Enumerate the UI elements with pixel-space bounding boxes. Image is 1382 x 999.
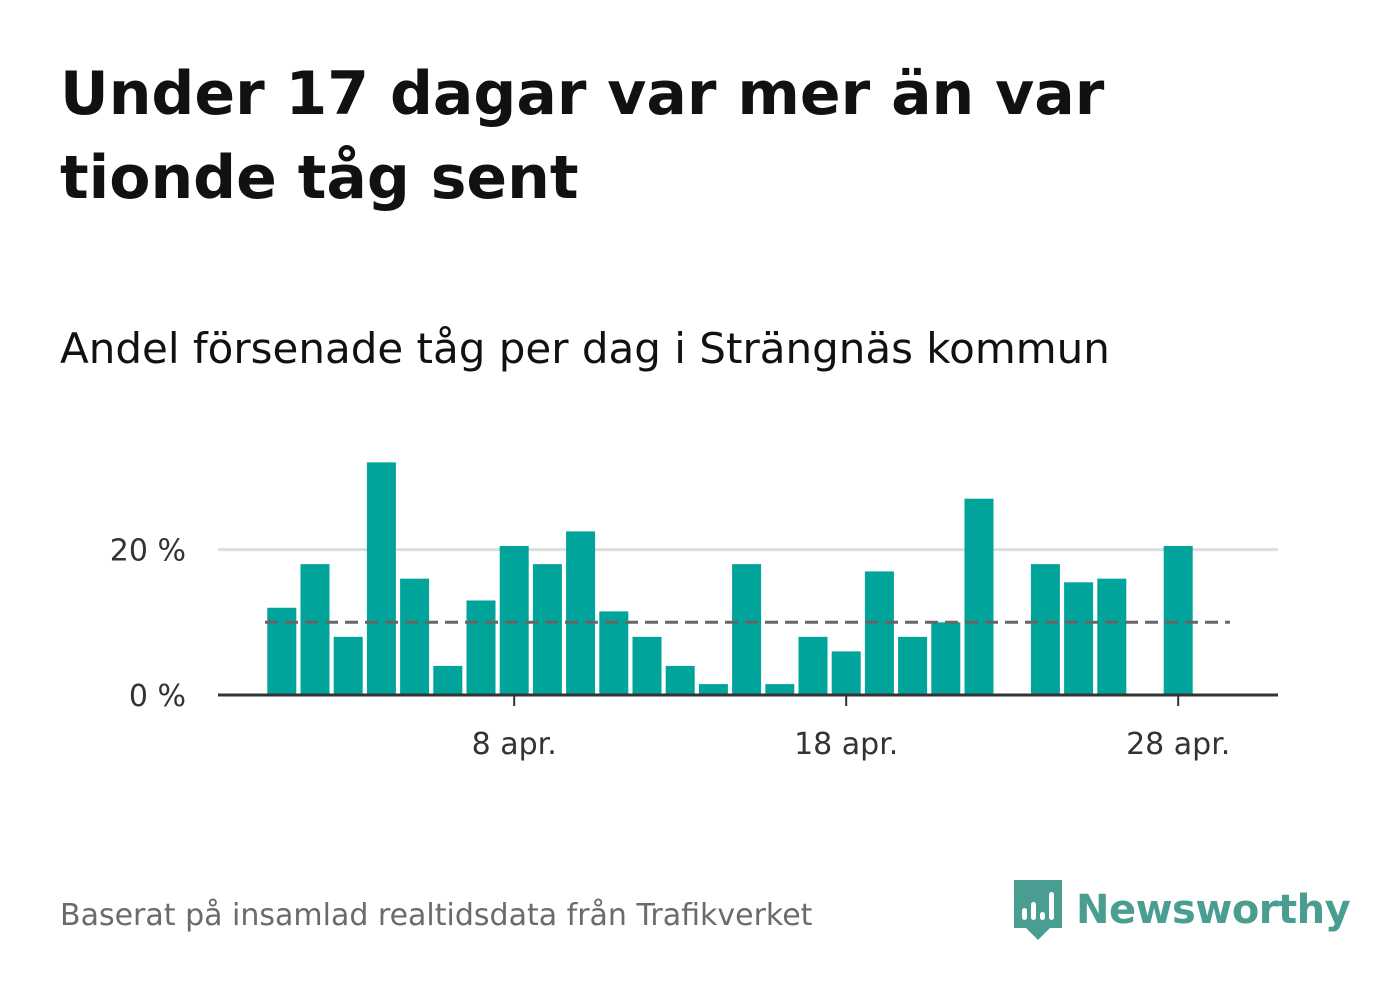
bar-day-11 xyxy=(599,611,629,695)
x-tick-label: 8 apr. xyxy=(472,727,557,762)
bar-day-28 xyxy=(1163,545,1193,695)
x-tick-label: 18 apr. xyxy=(794,727,898,762)
bar-day-12 xyxy=(632,636,662,695)
bar-day-9 xyxy=(532,564,562,695)
bar-day-15 xyxy=(732,564,762,695)
y-tick-label: 0 % xyxy=(129,679,186,714)
chart-title: Under 17 dagar var mer än var tionde tåg… xyxy=(60,59,1105,213)
bar-day-21 xyxy=(931,622,961,695)
brand-name: Newsworthy xyxy=(1076,887,1351,933)
bar-day-14 xyxy=(698,684,728,695)
bar-day-7 xyxy=(466,600,496,695)
bar-day-16 xyxy=(765,684,795,695)
bar-day-24 xyxy=(1030,564,1060,695)
bar-day-10 xyxy=(566,531,596,695)
bars xyxy=(267,462,1193,695)
tick-labels: 0 % 20 % 8 apr. 18 apr. 28 apr. xyxy=(110,534,1231,762)
bar-day-4 xyxy=(366,462,396,695)
bar-day-6 xyxy=(433,665,463,695)
brand-logo: Newsworthy xyxy=(1010,878,1351,942)
bar-day-17 xyxy=(798,636,828,695)
bar-day-26 xyxy=(1097,578,1127,695)
x-tick-label: 28 apr. xyxy=(1126,727,1230,762)
bar-day-5 xyxy=(400,578,430,695)
bar-day-25 xyxy=(1064,582,1094,695)
chart-subtitle: Andel försenade tåg per dag i Strängnäs … xyxy=(60,324,1110,373)
source-note: Baserat på insamlad realtidsdata från Tr… xyxy=(60,898,813,933)
bar-day-22 xyxy=(964,498,994,695)
bar-day-2 xyxy=(300,564,330,695)
newsworthy-logo-icon xyxy=(1014,880,1062,940)
bar-day-3 xyxy=(333,636,363,695)
bar-day-18 xyxy=(831,651,861,695)
bar-day-13 xyxy=(665,665,695,695)
y-tick-label: 20 % xyxy=(110,534,186,569)
bar-day-8 xyxy=(499,545,529,695)
axes xyxy=(218,693,1278,706)
bar-day-20 xyxy=(898,636,928,695)
bar-day-19 xyxy=(864,571,894,695)
